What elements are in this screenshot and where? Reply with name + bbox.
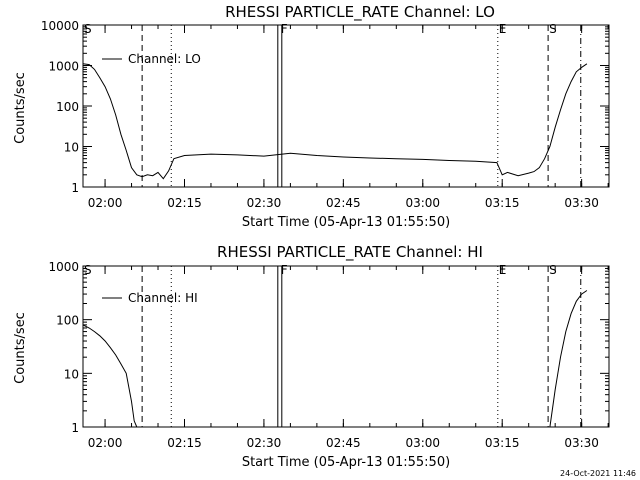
panel-hi-channel: RHESSI PARTICLE_RATE Channel: HI Start T… [13,243,610,470]
marker-label: S [549,22,557,36]
marker-label: E [499,263,507,277]
x-tick-label: 03:15 [485,436,520,450]
y-tick-label: 1 [71,421,79,435]
marker-label: F [281,263,288,277]
marker-label: S [84,263,92,277]
x-tick-label: 02:15 [167,196,202,210]
y-tick-label: 100 [56,100,79,114]
x-tick-label: 03:00 [405,196,440,210]
marker-label: S [549,263,557,277]
series-line [82,63,588,180]
legend-lo: Channel: LO [102,52,201,66]
axes-frame [82,24,610,188]
legend-hi: Channel: HI [102,291,198,305]
marker-label: F [281,22,288,36]
series-line-segment [549,290,588,428]
x-tick-label: 03:00 [405,436,440,450]
x-tick-label: 03:30 [564,196,599,210]
y-tick-label: 10 [64,141,79,155]
x-tick-label: 02:30 [247,436,282,450]
x-tick-label: 02:45 [326,196,361,210]
x-tick-label: 02:00 [88,196,123,210]
y-tick-label: 100 [56,314,79,328]
y-tick-label: 1 [71,181,79,195]
marker-label: E [499,22,507,36]
chart-title-hi: RHESSI PARTICLE_RATE Channel: HI [217,243,483,262]
y-axis-label-hi: Counts/sec [13,312,28,384]
y-axis-label-lo: Counts/sec [13,72,28,144]
x-axis-label-lo: Start Time (05-Apr-13 01:55:50) [242,215,450,230]
legend-label-lo: Channel: LO [128,52,201,66]
x-axis-label-hi: Start Time (05-Apr-13 01:55:50) [242,455,450,470]
marker-label: S [84,22,92,36]
y-tick-label: 10000 [41,19,79,33]
x-tick-label: 02:00 [88,436,123,450]
y-tick-label: 1000 [48,60,79,74]
legend-label-hi: Channel: HI [128,291,198,305]
x-tick-label: 02:30 [247,196,282,210]
chart-title-lo: RHESSI PARTICLE_RATE Channel: LO [225,3,495,22]
y-tick-label: 1000 [48,260,79,274]
generated-timestamp: 24-Oct-2021 11:46 [560,469,636,478]
x-tick-label: 03:15 [485,196,520,210]
y-tick-label: 10 [64,367,79,381]
x-tick-label: 02:45 [326,436,361,450]
series-line [82,324,138,428]
x-tick-label: 03:30 [564,436,599,450]
panel-lo-channel: RHESSI PARTICLE_RATE Channel: LO Start T… [13,3,610,230]
x-tick-label: 02:15 [167,436,202,450]
